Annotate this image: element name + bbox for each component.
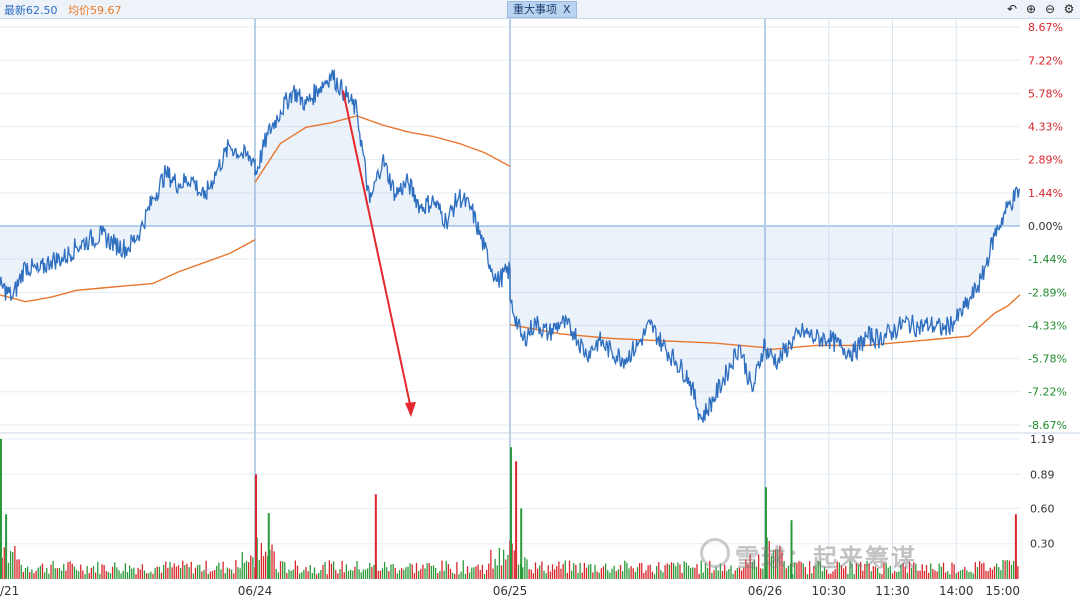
x-tick-label: 06/25	[493, 584, 528, 598]
average-price: 均价59.67	[68, 4, 122, 17]
major-events-label: 重大事项	[513, 3, 557, 16]
price-tick-label: 8.67%	[1028, 21, 1063, 34]
volume-tick-label: 0.89	[1030, 468, 1055, 481]
major-events-tab[interactable]: 重大事项 X	[507, 1, 577, 18]
price-tick-label: 5.78%	[1028, 87, 1063, 100]
zoom-in-icon[interactable]: ⊕	[1025, 2, 1037, 16]
price-tick-label: -5.78%	[1028, 353, 1067, 366]
price-tick-label: -4.33%	[1028, 319, 1067, 332]
intraday-chart: 8.67% 7.22% 5.78% 4.33% 2.89% 1.44% 0.00% -1.44…	[0, 19, 1080, 598]
volume-tick-label: 0.60	[1030, 502, 1055, 515]
x-tick-label: 14:00	[939, 584, 974, 598]
price-tick-label: -1.44%	[1028, 253, 1067, 266]
price-tick-label: 2.89%	[1028, 154, 1063, 167]
volume-tick-label: 1.19	[1030, 433, 1055, 446]
price-tick-label: 7.22%	[1028, 54, 1063, 67]
x-tick-label: /21	[0, 584, 19, 598]
annotation-arrow	[342, 90, 412, 410]
price-tick-label: -8.67%	[1028, 419, 1067, 432]
volume-tick-label: 0.30	[1030, 538, 1055, 551]
price-line	[0, 69, 1021, 423]
latest-price: 最新62.50	[4, 4, 58, 17]
average-price-line	[0, 115, 1021, 351]
price-tick-label: 1.44%	[1028, 187, 1063, 200]
x-tick-label: 06/26	[748, 584, 783, 598]
x-tick-label: 11:30	[875, 584, 910, 598]
close-icon[interactable]: X	[563, 3, 571, 16]
x-tick-label: 15:00	[985, 584, 1020, 598]
annotation-arrow-head	[405, 402, 416, 417]
gear-icon[interactable]: ⚙	[1063, 2, 1075, 16]
price-tick-label: 4.33%	[1028, 121, 1063, 134]
watermark-text: 雪球：起来筹谋	[735, 544, 917, 572]
x-tick-label: 10:30	[811, 584, 846, 598]
price-tick-label: -7.22%	[1028, 386, 1067, 399]
zoom-out-icon[interactable]: ⊖	[1044, 2, 1056, 16]
price-area-fill	[0, 69, 1020, 423]
price-tick-label: 0.00%	[1028, 220, 1063, 233]
price-tick-label: -2.89%	[1028, 286, 1067, 299]
x-tick-label: 06/24	[238, 584, 273, 598]
undo-icon[interactable]: ↶	[1006, 2, 1018, 16]
top-bar: 最新62.50 均价59.67 重大事项 X ↶ ⊕ ⊖ ⚙	[0, 0, 1080, 19]
watermark-logo-icon	[700, 538, 730, 568]
